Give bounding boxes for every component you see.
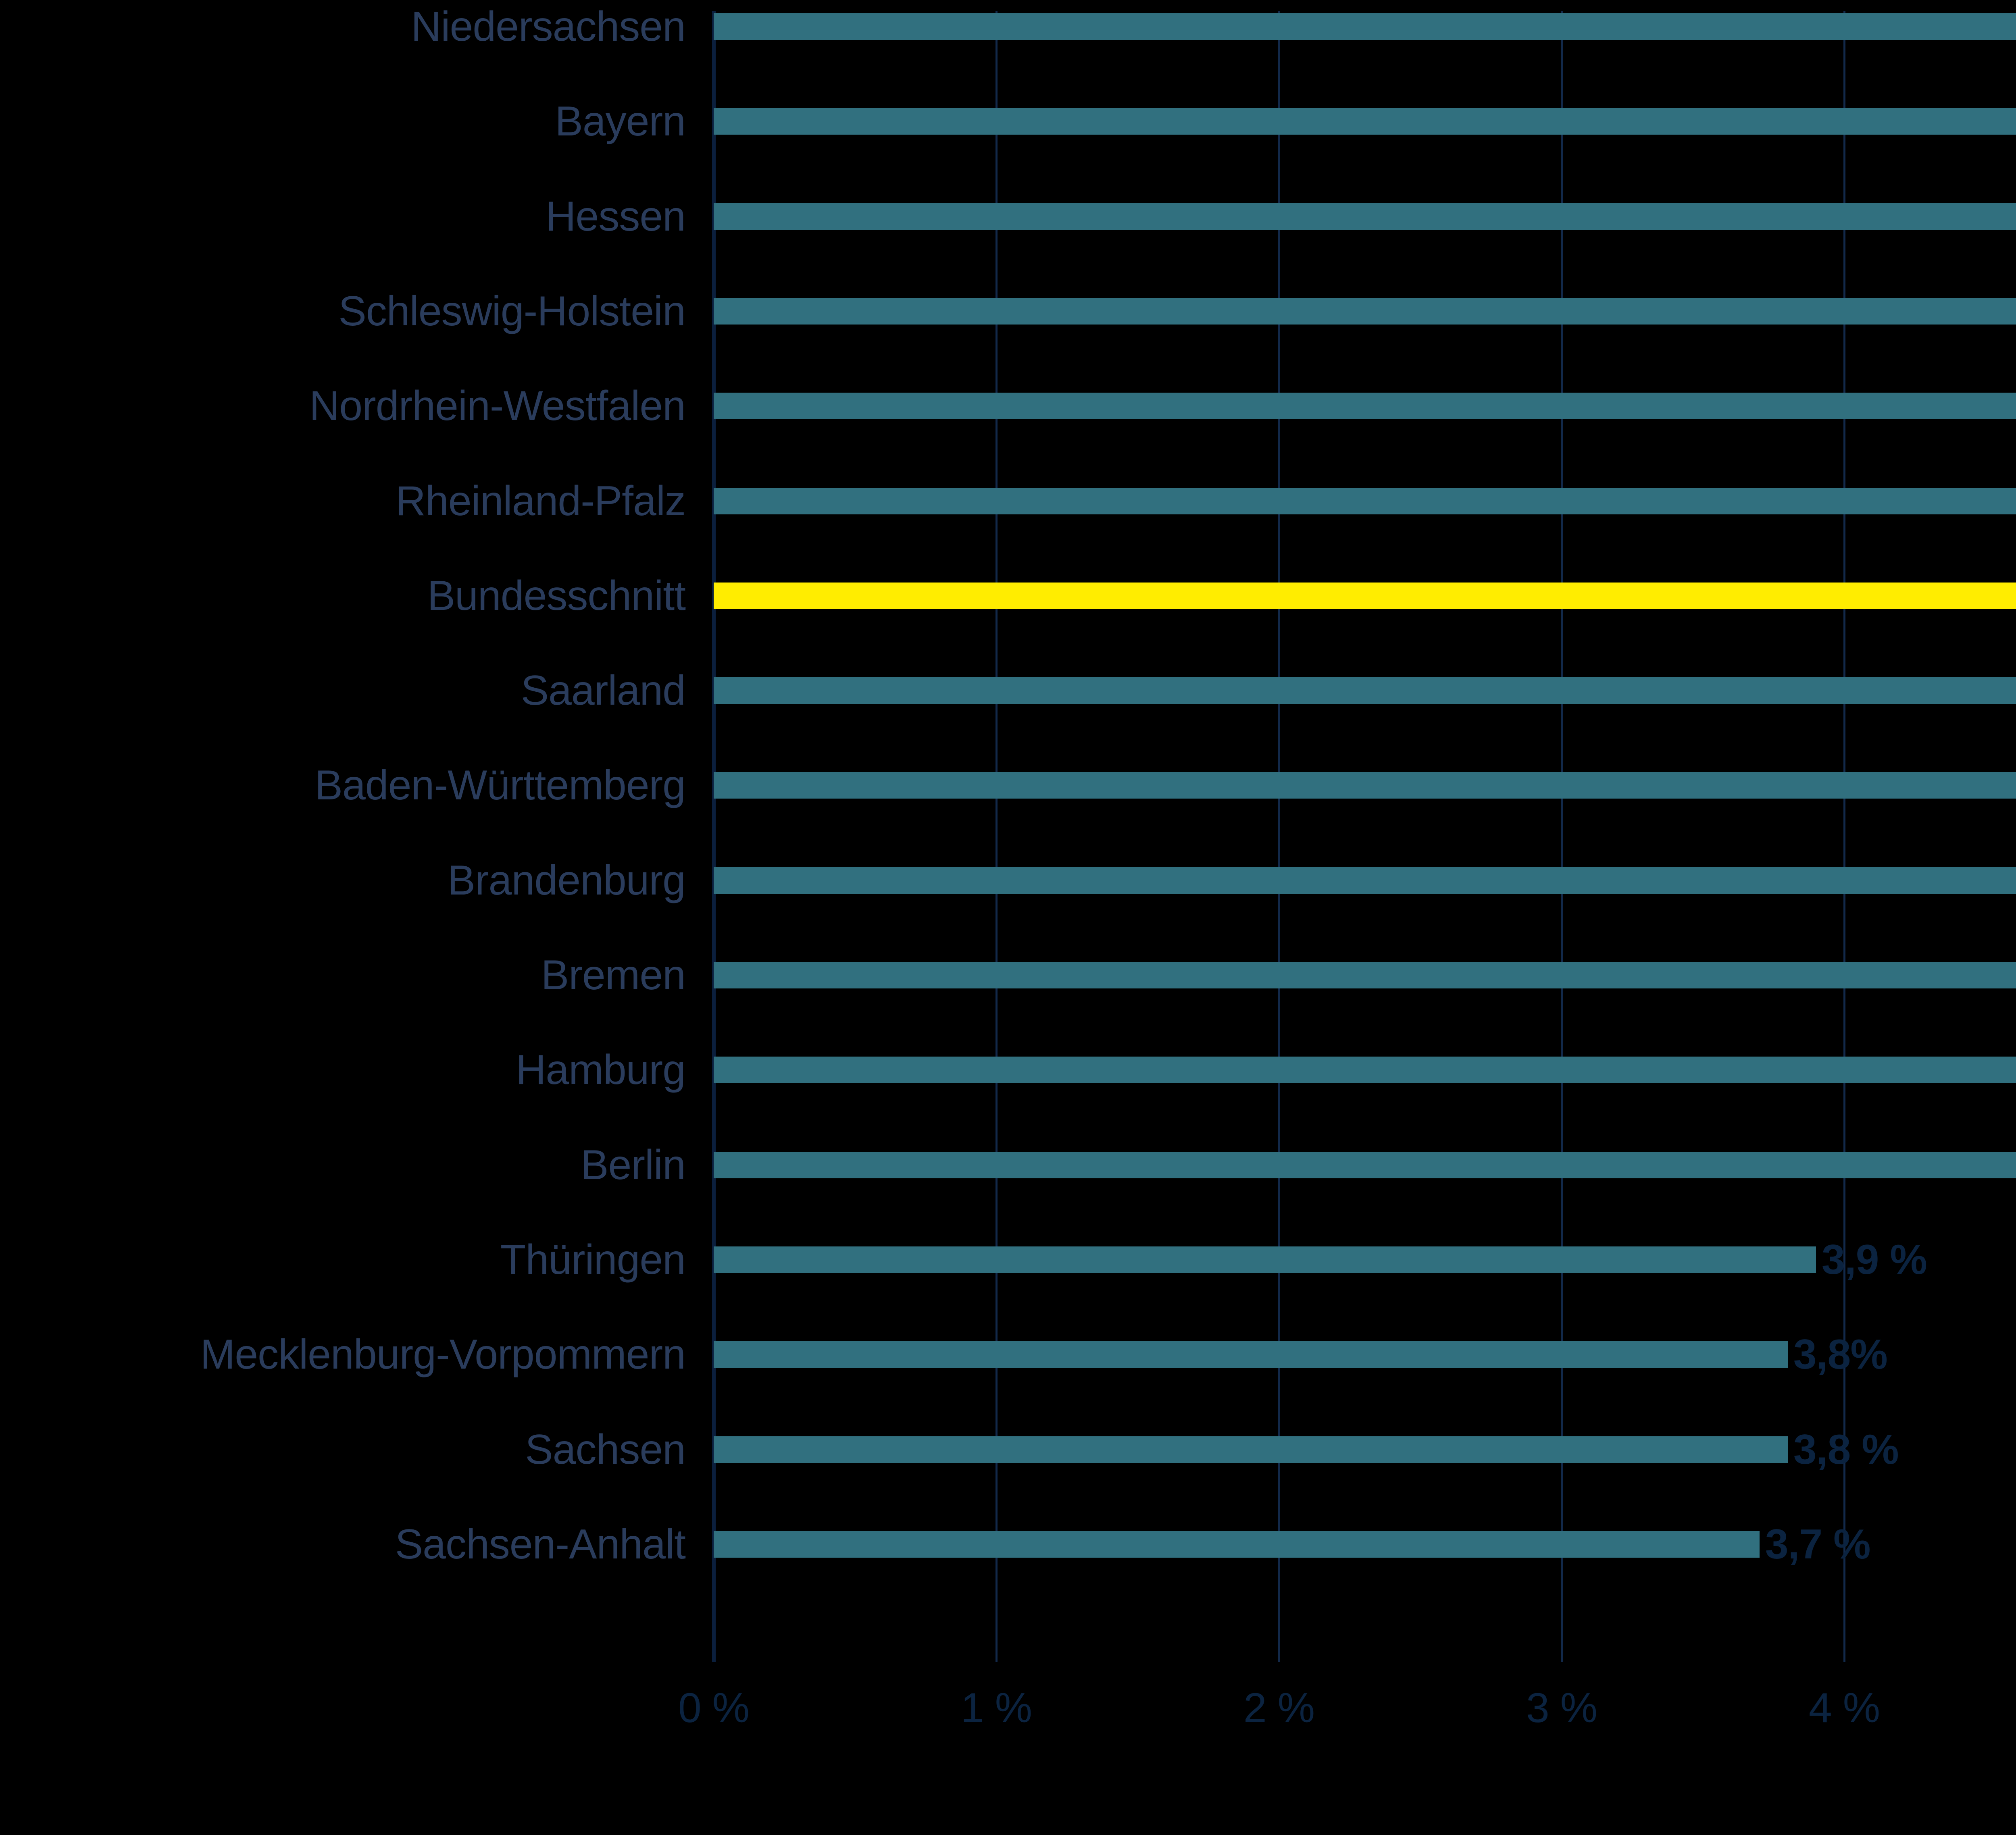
category-label: Saarland	[521, 667, 686, 714]
chart-row: Bremen5,5 %	[0, 954, 2016, 1057]
chart-row: Mecklenburg-Vorpommern 3,8%	[0, 1334, 2016, 1436]
chart-row: Thüringen 3,9 %	[0, 1239, 2016, 1341]
x-axis-tick-label: 4 %	[1808, 1685, 1880, 1731]
gridline-1	[996, 11, 998, 1662]
bar[interactable]	[714, 1246, 1816, 1273]
chart-row: Saarland5,6 %	[0, 670, 2016, 772]
bar[interactable]	[714, 772, 2016, 799]
bar[interactable]	[714, 1057, 2016, 1084]
category-label: Hamburg	[516, 1046, 686, 1094]
category-label: Rheinland-Pfalz	[395, 477, 686, 524]
bar[interactable]	[714, 1151, 2016, 1178]
chart-row: Bundesschnitt6,2 %	[0, 575, 2016, 677]
value-label: 3,8%	[1793, 1331, 1888, 1378]
category-label: Bayern	[555, 98, 686, 145]
category-label: Mecklenburg-Vorpommern	[200, 1331, 686, 1378]
y-axis-line	[712, 11, 716, 1662]
bar[interactable]	[714, 298, 2016, 325]
category-label: Nordrhein-Westfalen	[309, 383, 686, 430]
category-label: Sachsen-Anhalt	[395, 1521, 686, 1568]
gridline-2	[1278, 11, 1280, 1662]
bar[interactable]	[714, 487, 2016, 514]
x-axis-tick-label: 3 %	[1526, 1685, 1597, 1731]
bar[interactable]	[714, 108, 2016, 135]
category-label: Bundesschnitt	[427, 572, 686, 619]
bar[interactable]	[714, 1531, 1760, 1558]
bar[interactable]	[714, 1436, 1788, 1463]
chart-row: Sachsen 3,8 %	[0, 1429, 2016, 1531]
chart-row: Schleswig-Holstein6,6 %	[0, 290, 2016, 393]
chart-row: Bayern7,1 %	[0, 100, 2016, 203]
bar[interactable]	[714, 1341, 1788, 1368]
bar[interactable]	[714, 393, 2016, 420]
x-axis-tick-label: 2 %	[1243, 1685, 1315, 1731]
bar[interactable]	[714, 13, 2016, 40]
bar[interactable]	[714, 867, 2016, 894]
value-label: 3,9 %	[1821, 1236, 1927, 1283]
value-label: 3,8 %	[1793, 1426, 1899, 1473]
gridline-4	[1843, 11, 1845, 1662]
chart-row: Brandenburg5,5 %	[0, 859, 2016, 962]
chart-row: Sachsen-Anhalt 3,7 %	[0, 1523, 2016, 1626]
chart-row: Berlin4,7 %	[0, 1144, 2016, 1246]
bar[interactable]	[714, 677, 2016, 704]
category-label: Thüringen	[500, 1236, 686, 1283]
chart-row: Hamburg5,4 %	[0, 1049, 2016, 1151]
value-label: 3,7 %	[1765, 1521, 1871, 1568]
bar-highlight[interactable]	[714, 582, 2016, 609]
x-axis-tick-label: 0 %	[678, 1685, 750, 1731]
category-label: Schleswig-Holstein	[338, 287, 686, 335]
bar[interactable]	[714, 203, 2016, 230]
category-label: Berlin	[581, 1141, 686, 1188]
category-label: Baden-Württemberg	[314, 762, 686, 809]
gridline-3	[1561, 11, 1563, 1662]
x-axis-tick-label: 1 %	[960, 1685, 1032, 1731]
chart-row: Rheinland-Pfalz6,2 %	[0, 480, 2016, 583]
category-label: Hessen	[546, 193, 686, 240]
category-label: Bremen	[541, 952, 686, 999]
category-label: Sachsen	[525, 1426, 686, 1473]
chart-row: Hessen7,0 %	[0, 196, 2016, 298]
category-label: Brandenburg	[447, 857, 686, 904]
chart-row: Niedersachsen7,3 %	[0, 6, 2016, 108]
chart-row: Nordrhein-Westfalen6,3 %	[0, 385, 2016, 487]
chart-row: Baden-Württemberg5,6 %	[0, 764, 2016, 867]
category-label: Niedersachsen	[411, 3, 686, 50]
bar[interactable]	[714, 962, 2016, 988]
